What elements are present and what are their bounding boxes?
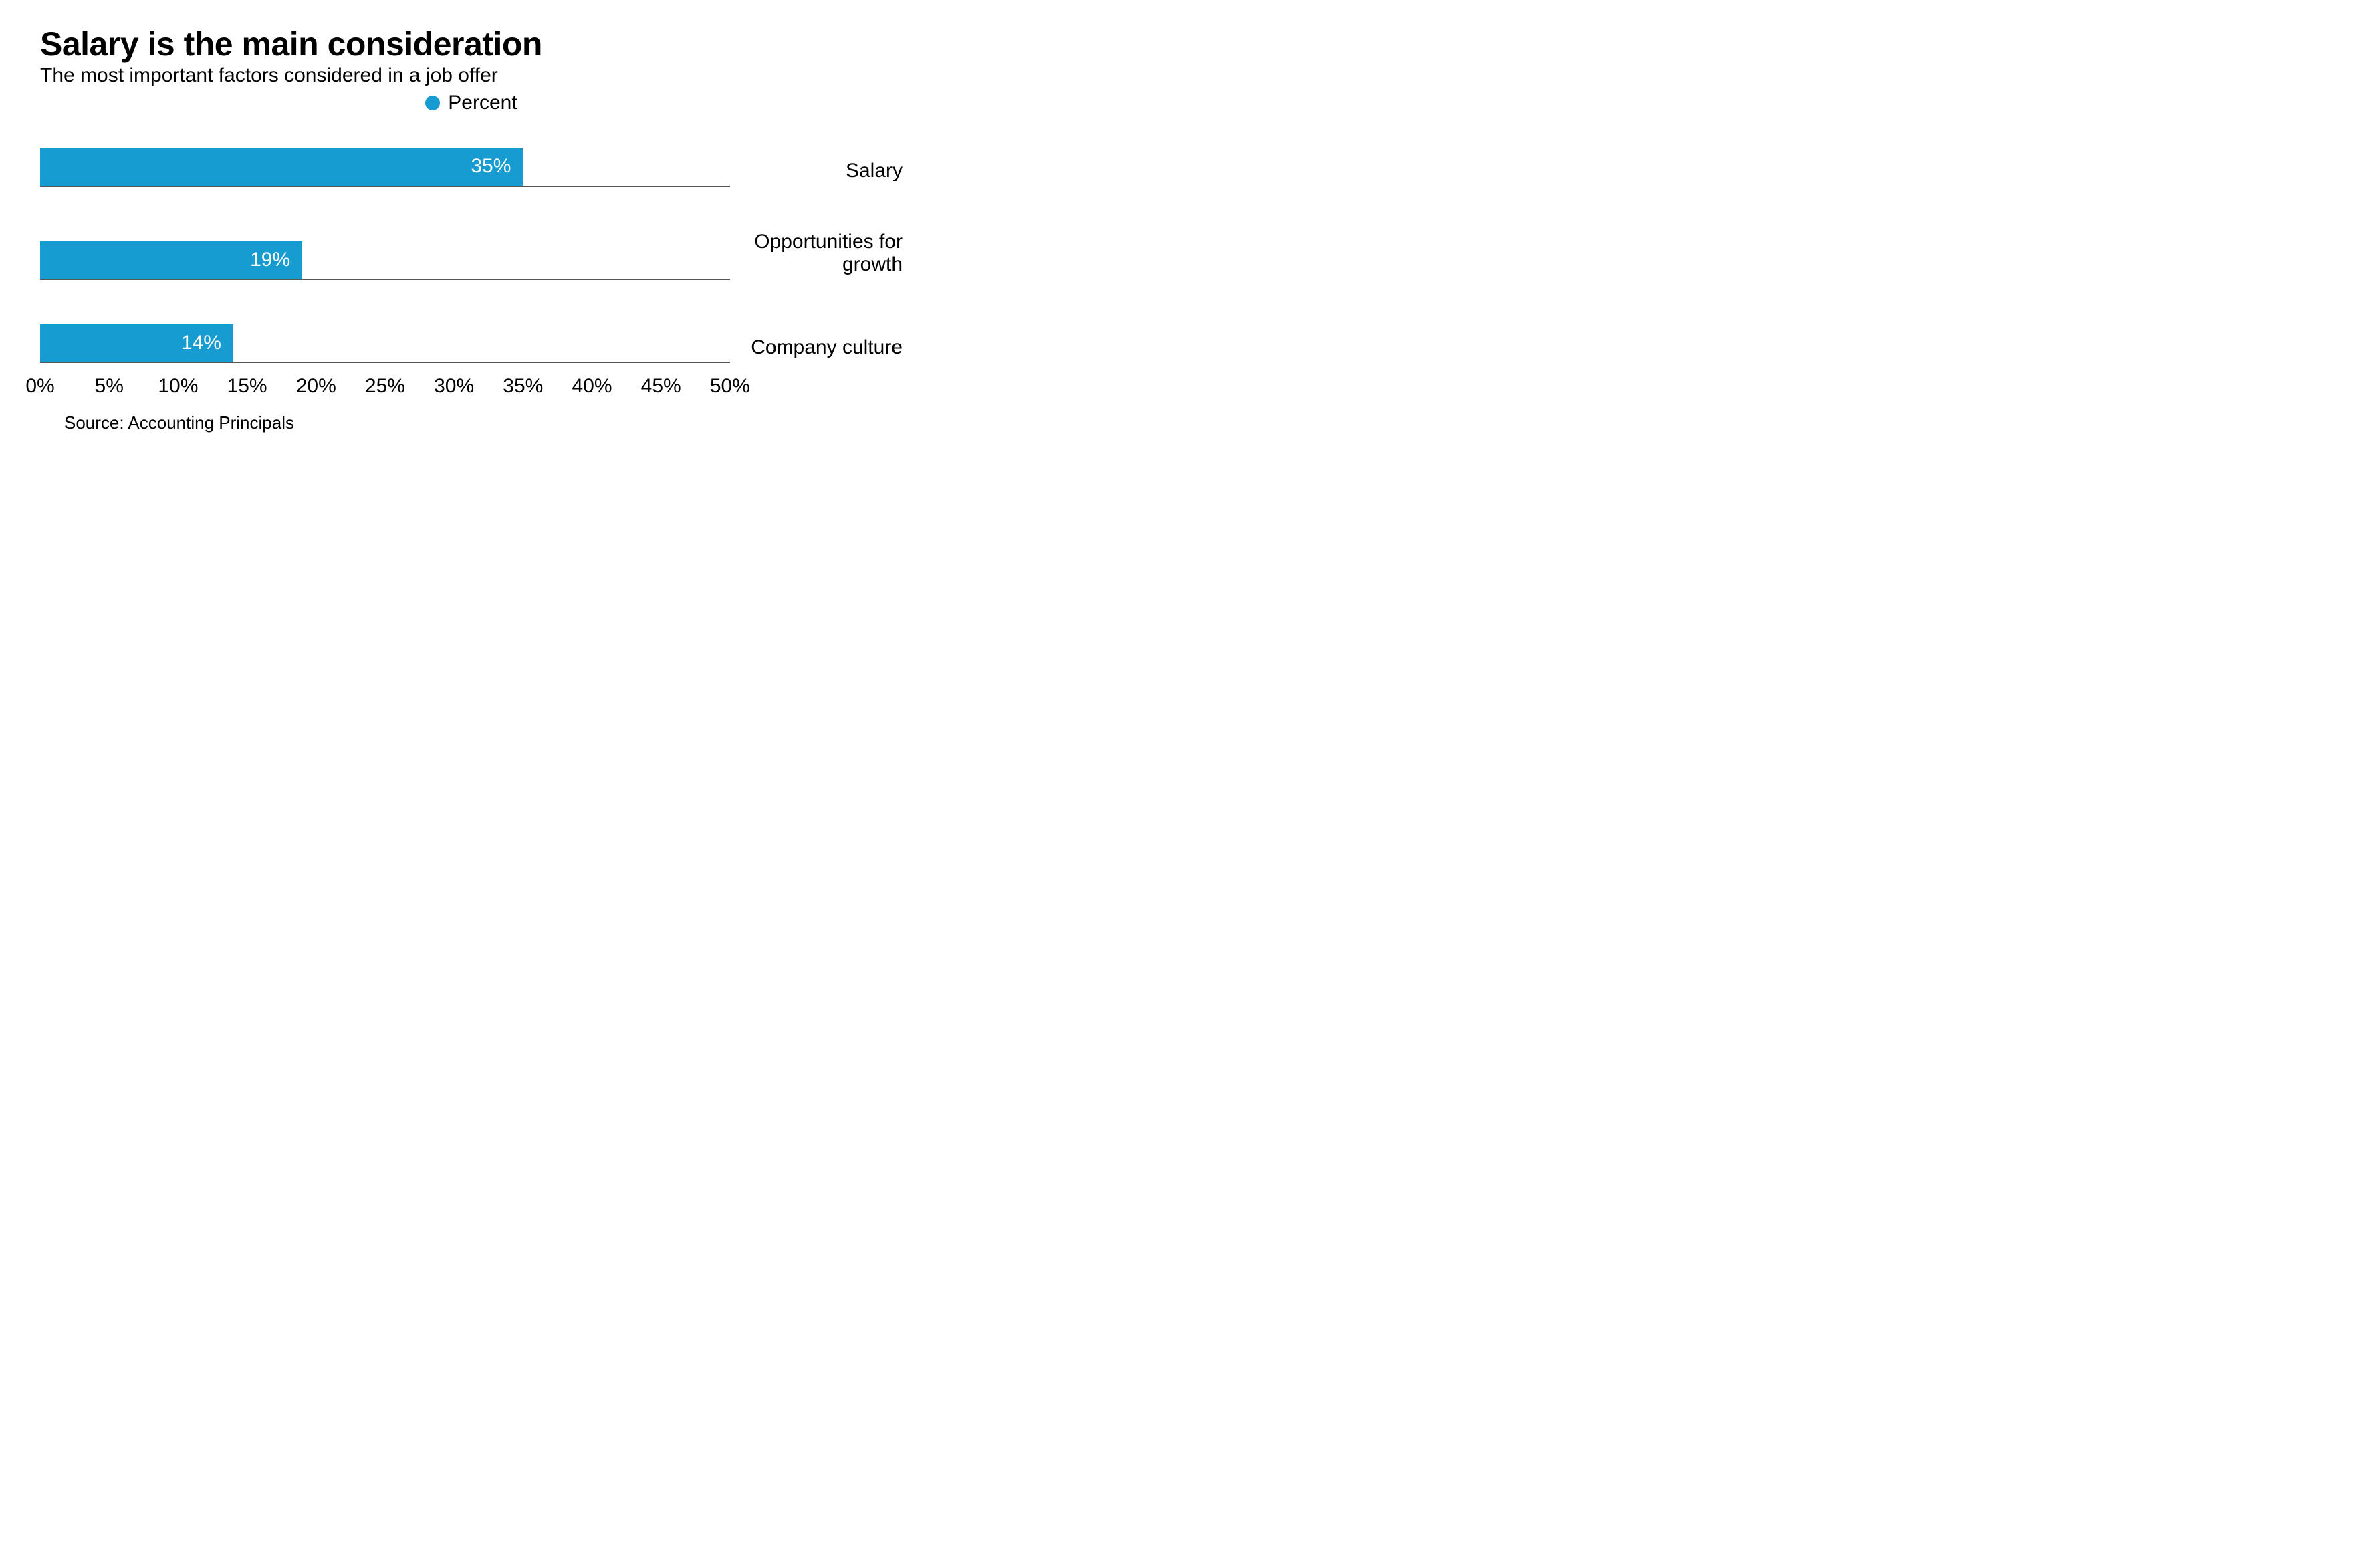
bar-category-label: Opportunities for growth	[730, 231, 903, 280]
bar-track: 19%	[40, 241, 730, 280]
bar-value-label: 35%	[471, 155, 511, 178]
bar-row: 35% Salary	[40, 148, 903, 187]
bar-category-label: Company culture	[730, 336, 903, 363]
chart-source: Source: Accounting Principals	[64, 412, 903, 433]
chart-legend: Percent	[40, 92, 903, 114]
x-axis: 0%5%10%15%20%25%30%35%40%45%50%	[40, 375, 730, 398]
legend-label: Percent	[448, 92, 517, 114]
bar-fill: 14%	[40, 324, 233, 362]
bar-value-label: 19%	[250, 249, 290, 271]
bar-row: 14% Company culture	[40, 324, 903, 363]
chart-subtitle: The most important factors considered in…	[40, 64, 903, 88]
bar-track: 35%	[40, 148, 730, 187]
bar-fill: 35%	[40, 148, 523, 186]
plot-area: 35% Salary 19% Opportunities for growth 14% C…	[40, 148, 903, 363]
chart-title: Salary is the main consideration	[40, 27, 903, 62]
bar-value-label: 14%	[181, 332, 221, 354]
bar-row: 19% Opportunities for growth	[40, 231, 903, 280]
chart-container: Salary is the main consideration The mos…	[0, 0, 936, 453]
bar-category-label: Salary	[730, 160, 903, 187]
bar-fill: 19%	[40, 241, 302, 279]
legend-swatch	[425, 96, 440, 110]
bar-track: 14%	[40, 324, 730, 363]
